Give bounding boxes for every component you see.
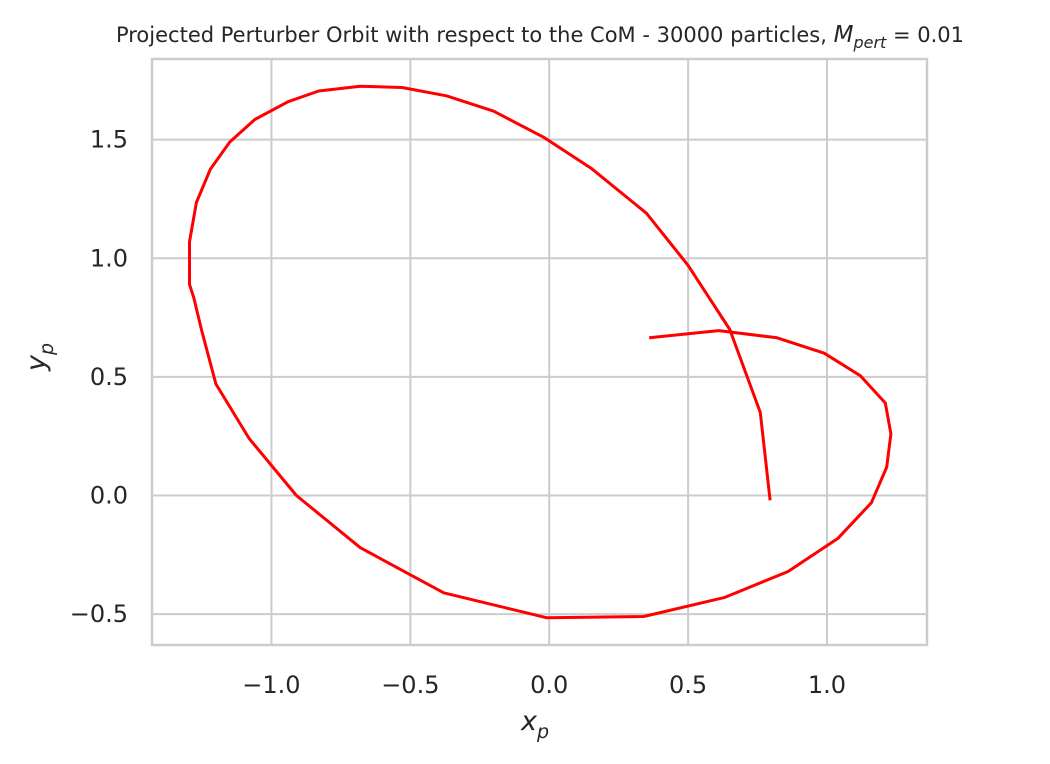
y-tick-label: 1.0: [90, 244, 128, 272]
x-tick-label: 0.0: [530, 671, 568, 699]
x-axis-label-subscript: p: [536, 721, 549, 743]
y-axis-label-symbol: y: [21, 354, 52, 372]
x-axis-label: xp: [520, 706, 549, 743]
y-axis-label: yp: [21, 343, 58, 372]
series-layer: [188, 84, 893, 620]
y-tick-label: −0.5: [70, 600, 128, 628]
chart-title: Projected Perturber Orbit with respect t…: [116, 22, 964, 52]
y-tick-label: 0.0: [90, 482, 128, 510]
chart-title-symbol: M: [834, 22, 854, 48]
x-axis-label-symbol: x: [520, 706, 538, 737]
x-tick-label: −1.0: [242, 671, 300, 699]
chart-title-main: Projected Perturber Orbit with respect t…: [116, 23, 834, 47]
plot-frame: [150, 57, 929, 647]
grid: [152, 59, 927, 645]
y-tick-labels: −0.5 0.0 0.5 1.0 1.5: [70, 126, 128, 628]
chart-title-subscript: pert: [852, 33, 887, 52]
x-tick-label: 1.0: [808, 671, 846, 699]
chart-title-value: = 0.01: [886, 23, 964, 47]
plot-frame-border: [150, 57, 929, 647]
y-tick-label: 1.5: [90, 126, 128, 154]
x-tick-label: −0.5: [381, 671, 439, 699]
orbit-line-series: [188, 84, 893, 620]
x-tick-labels: −1.0 −0.5 0.0 0.5 1.0: [242, 671, 846, 699]
y-tick-label: 0.5: [90, 363, 128, 391]
x-tick-label: 0.5: [669, 671, 707, 699]
y-axis-label-subscript: p: [36, 343, 58, 356]
